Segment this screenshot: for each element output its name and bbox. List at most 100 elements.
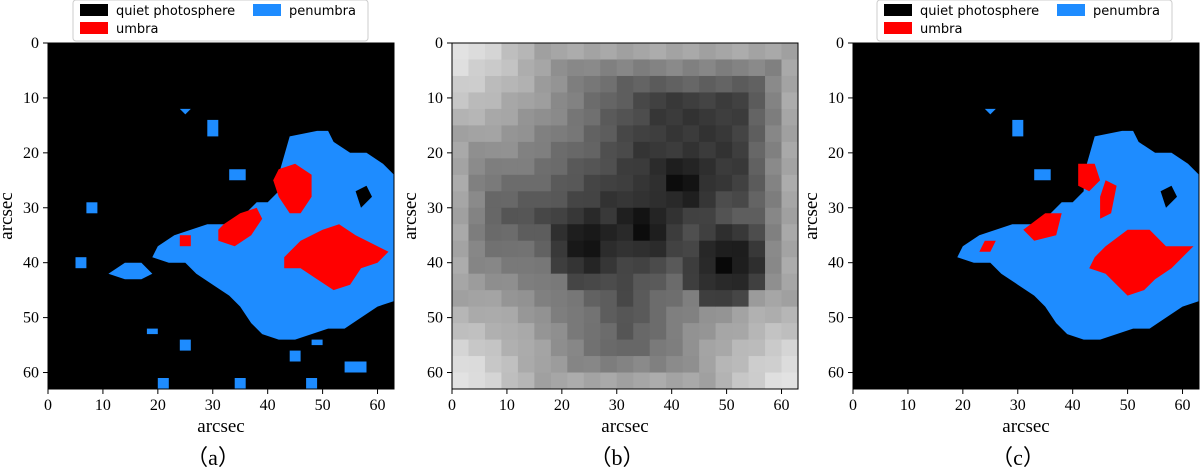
- intensity-cell: [452, 158, 470, 176]
- intensity-cell: [765, 372, 783, 389]
- intensity-cell: [765, 191, 783, 209]
- intensity-cell: [517, 125, 535, 143]
- intensity-cell: [501, 75, 519, 94]
- x-tick-label: 50: [315, 397, 331, 414]
- intensity-cell: [666, 372, 684, 389]
- umbra-region: [284, 224, 389, 291]
- intensity-cell: [517, 339, 535, 357]
- intensity-cell: [682, 174, 700, 192]
- intensity-cell: [715, 339, 733, 357]
- intensity-cell: [534, 306, 552, 324]
- intensity-cell: [600, 108, 618, 126]
- x-tick-label: 30: [1010, 397, 1026, 414]
- intensity-cell: [517, 158, 535, 176]
- intensity-cell: [567, 339, 585, 357]
- intensity-cell: [699, 273, 717, 291]
- intensity-cell: [452, 43, 470, 61]
- intensity-cell: [682, 273, 700, 291]
- intensity-cell: [765, 240, 783, 258]
- intensity-cell: [484, 257, 503, 275]
- penumbra-region: [344, 361, 367, 373]
- penumbra-region: [311, 339, 323, 346]
- penumbra-region: [289, 350, 301, 362]
- legend-box: [876, 0, 1173, 42]
- intensity-cell: [649, 306, 667, 324]
- intensity-cell: [649, 75, 667, 94]
- intensity-cell: [468, 125, 486, 143]
- legend-label: quiet photosphere: [116, 4, 235, 19]
- intensity-cell: [699, 59, 717, 77]
- intensity-cell: [633, 306, 651, 324]
- intensity-cell: [666, 174, 684, 192]
- intensity-cell: [550, 207, 568, 225]
- intensity-cell: [666, 273, 684, 291]
- intensity-cell: [765, 174, 783, 192]
- y-tick-label: 50: [427, 310, 443, 327]
- intensity-cell: [699, 323, 717, 341]
- y-axis-label: arcsec: [801, 192, 822, 239]
- intensity-cell: [501, 273, 519, 291]
- intensity-cell: [633, 356, 651, 374]
- intensity-cell: [600, 43, 618, 61]
- intensity-cell: [484, 224, 503, 242]
- intensity-cell: [616, 92, 634, 110]
- intensity-cell: [550, 323, 568, 341]
- intensity-cell: [682, 207, 700, 225]
- intensity-cell: [517, 240, 535, 258]
- umbra-region: [218, 207, 263, 247]
- intensity-cell: [748, 43, 766, 61]
- intensity-cell: [649, 339, 667, 357]
- intensity-cell: [616, 158, 634, 176]
- intensity-cell: [550, 257, 568, 275]
- intensity-cell: [600, 306, 618, 324]
- intensity-cell: [666, 92, 684, 110]
- intensity-cell: [534, 207, 552, 225]
- intensity-cell: [633, 240, 651, 258]
- intensity-cell: [649, 59, 667, 77]
- intensity-cell: [600, 207, 618, 225]
- intensity-cell: [452, 339, 470, 357]
- intensity-cell: [748, 356, 766, 374]
- intensity-cell: [748, 240, 766, 258]
- penumbra-region: [984, 108, 996, 115]
- intensity-cell: [452, 92, 470, 110]
- intensity-cell: [452, 323, 470, 341]
- intensity-cell: [748, 174, 766, 192]
- intensity-cell: [550, 92, 568, 110]
- intensity-cell: [682, 191, 700, 209]
- intensity-cell: [781, 240, 798, 258]
- legend-label: penumbra: [1093, 4, 1160, 19]
- penumbra-region: [234, 378, 246, 389]
- y-tick-label: 30: [828, 200, 844, 217]
- intensity-cell: [452, 191, 470, 209]
- legend-label: umbra: [920, 22, 962, 37]
- intensity-cell: [699, 356, 717, 374]
- intensity-cell: [699, 125, 717, 143]
- x-tick-label: 20: [955, 397, 971, 414]
- intensity-cell: [633, 323, 651, 341]
- intensity-cell: [583, 158, 601, 176]
- intensity-cell: [616, 125, 634, 143]
- intensity-cell: [468, 257, 486, 275]
- intensity-cell: [666, 306, 684, 324]
- x-axis-label: arcsec: [1002, 416, 1049, 437]
- intensity-cell: [732, 75, 750, 94]
- intensity-cell: [501, 125, 519, 143]
- intensity-cell: [765, 59, 783, 77]
- intensity-cell: [732, 141, 750, 159]
- intensity-cell: [468, 207, 486, 225]
- intensity-cell: [468, 372, 486, 389]
- intensity-cell: [616, 59, 634, 77]
- intensity-cell: [600, 240, 618, 258]
- intensity-cell: [468, 339, 486, 357]
- intensity-cell: [699, 191, 717, 209]
- intensity-cell: [633, 339, 651, 357]
- intensity-cell: [501, 290, 519, 308]
- penumbra-region: [157, 378, 169, 389]
- intensity-cell: [682, 158, 700, 176]
- intensity-cell: [484, 174, 503, 192]
- intensity-cell: [583, 207, 601, 225]
- y-axis-label: arcsec: [400, 192, 421, 239]
- panel-1: 0 10 20 30 40 50 60 0 10 20 30 40 50 60 arcsec arcsec （a…: [0, 0, 395, 470]
- intensity-cell: [534, 59, 552, 77]
